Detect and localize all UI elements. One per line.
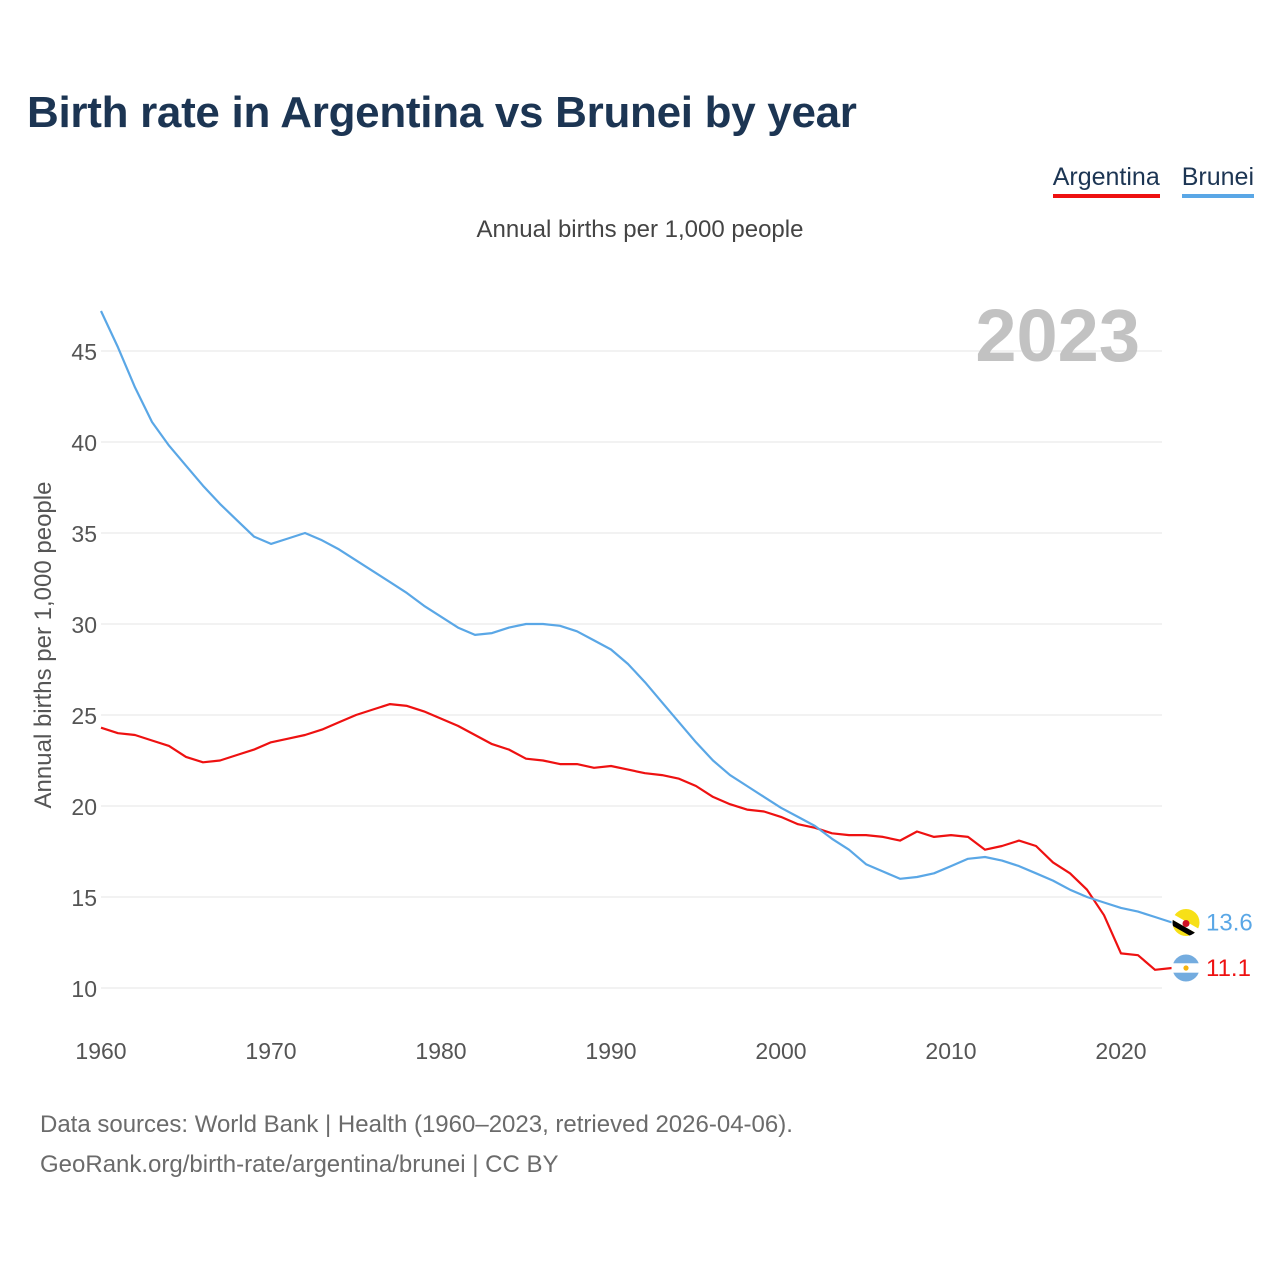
x-tick-label-2000: 2000 <box>755 1038 806 1064</box>
x-tick-label-1980: 1980 <box>415 1038 466 1064</box>
y-tick-label-20: 20 <box>71 794 97 820</box>
sources-line-1: Data sources: World Bank | Health (1960–… <box>40 1111 793 1138</box>
y-tick-label-25: 25 <box>71 703 97 729</box>
series-line-argentina <box>100 702 1173 971</box>
y-tick-label-30: 30 <box>71 612 97 638</box>
y-tick-label-35: 35 <box>71 521 97 547</box>
argentina-flag-icon <box>1171 953 1201 983</box>
sources-line-2[interactable]: GeoRank.org/birth-rate/argentina/brunei … <box>40 1151 559 1178</box>
x-tick-label-1960: 1960 <box>75 1038 126 1064</box>
chart-subtitle: Annual births per 1,000 people <box>476 216 804 243</box>
x-tick-label-2010: 2010 <box>925 1038 976 1064</box>
legend-item-argentina[interactable]: Argentina <box>1052 163 1160 198</box>
x-tick-label-1990: 1990 <box>585 1038 636 1064</box>
brunei-flag-icon <box>1171 907 1201 937</box>
y-tick-label-10: 10 <box>71 976 97 1002</box>
year-label: 2023 <box>975 294 1140 377</box>
y-axis-label: Annual births per 1,000 people <box>30 482 57 809</box>
end-value-label-brunei: 13.6 <box>1206 909 1253 936</box>
x-tick-label-2020: 2020 <box>1095 1038 1146 1064</box>
chart-title: Birth rate in Argentina vs Brunei by yea… <box>27 88 857 137</box>
end-value-label-argentina: 11.1 <box>1206 955 1251 982</box>
legend: Argentina Brunei <box>1052 163 1254 198</box>
y-tick-label-45: 45 <box>71 339 97 365</box>
x-tick-label-1970: 1970 <box>245 1038 296 1064</box>
series-line-brunei <box>100 310 1173 924</box>
y-tick-label-40: 40 <box>71 430 97 456</box>
y-tick-label-15: 15 <box>71 885 97 911</box>
legend-item-brunei[interactable]: Brunei <box>1181 163 1254 198</box>
data-sources: Data sources: World Bank | Health (1960–… <box>40 1105 793 1185</box>
